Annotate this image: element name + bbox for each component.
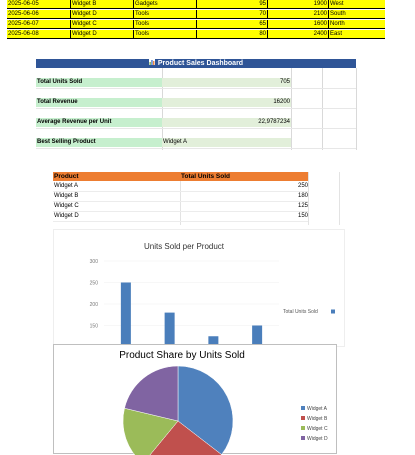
product-cell[interactable]: Widget C xyxy=(70,20,133,28)
pie-chart-container[interactable]: Product Share by Units Sold Widget A Widg… xyxy=(53,344,337,455)
pie-legend-label: Widget D xyxy=(307,436,328,442)
pie-legend-swatch xyxy=(301,426,305,430)
bar-legend-label: Total Units Sold xyxy=(283,309,318,315)
product-name[interactable]: Widget B xyxy=(54,193,79,199)
units-cell[interactable]: 80 xyxy=(196,30,267,38)
pie-slice-widget-d[interactable] xyxy=(124,365,179,422)
bar-widget-d[interactable] xyxy=(252,325,263,348)
y-tick-label: 300 xyxy=(90,259,99,265)
product-units[interactable]: 180 xyxy=(297,193,308,199)
product-units[interactable]: 250 xyxy=(297,183,308,189)
pie-legend-label: Widget B xyxy=(307,416,328,422)
region-cell[interactable]: South xyxy=(328,10,385,18)
category-cell[interactable]: Tools xyxy=(133,30,196,38)
pie-legend-swatch xyxy=(301,436,305,440)
region-cell[interactable]: East xyxy=(328,30,385,38)
product-name[interactable]: Widget A xyxy=(54,183,79,189)
table-row: Widget D 150 xyxy=(53,211,308,222)
date-cell[interactable]: 2025-06-08 xyxy=(8,31,39,37)
table-row: Widget B 180 xyxy=(53,191,308,202)
bar-widget-a[interactable] xyxy=(120,282,131,348)
table-row: 2025-06-06 Widget D Tools 70 2100 South xyxy=(7,10,385,19)
pie-slice-widget-a[interactable] xyxy=(177,365,234,455)
header-product[interactable]: Product xyxy=(54,173,79,180)
kpi-label-best-product[interactable]: Best Selling Product xyxy=(36,138,162,147)
category-cell[interactable]: Tools xyxy=(133,20,196,28)
units-cell[interactable]: 65 xyxy=(196,20,267,28)
date-cell[interactable]: 2025-06-07 xyxy=(8,21,39,27)
kpi-value-total-units[interactable]: 705 xyxy=(162,78,291,87)
product-units[interactable]: 150 xyxy=(297,213,308,219)
product-table-header: Product Total Units Sold xyxy=(53,172,308,181)
pie-chart: Product Share by Units Sold Widget A Widg… xyxy=(119,350,328,455)
revenue-cell[interactable]: 2100 xyxy=(267,10,328,18)
table-row: Widget C 125 xyxy=(53,201,308,212)
y-tick-label: 150 xyxy=(90,324,99,330)
y-tick-label: 250 xyxy=(90,281,99,287)
bar-chart-title: Units Sold per Product xyxy=(144,242,225,251)
kpi-value-total-revenue[interactable]: 16200 xyxy=(162,98,291,107)
header-units[interactable]: Total Units Sold xyxy=(181,173,230,180)
kpi-value-best-product[interactable]: Widget A xyxy=(162,138,291,147)
revenue-cell[interactable]: 1900 xyxy=(267,0,328,8)
category-cell[interactable]: Gadgets xyxy=(133,0,196,8)
bar-widget-c[interactable] xyxy=(208,336,219,347)
product-cell[interactable]: Widget B xyxy=(70,0,133,8)
kpi-label-total-units[interactable]: Total Units Sold xyxy=(36,78,162,87)
pie-legend-label: Widget C xyxy=(307,426,328,432)
bar-chart: Units Sold per Product 300250200150100 T… xyxy=(90,242,335,348)
pie-slice-widget-c[interactable] xyxy=(122,407,179,455)
revenue-cell[interactable]: 1600 xyxy=(267,20,328,28)
chart-icon xyxy=(148,59,155,66)
pie-legend-swatch xyxy=(301,406,305,410)
date-cell[interactable]: 2025-06-05 xyxy=(8,1,39,7)
table-row: 2025-06-08 Widget D Tools 80 2400 East xyxy=(7,30,385,39)
y-tick-label: 200 xyxy=(90,302,99,308)
region-cell[interactable]: West xyxy=(328,0,385,8)
pie-legend-swatch xyxy=(301,416,305,420)
pie-chart-title: Product Share by Units Sold xyxy=(119,350,245,361)
region-cell[interactable]: North xyxy=(328,20,385,28)
category-cell[interactable]: Tools xyxy=(133,10,196,18)
product-cell[interactable]: Widget D xyxy=(70,10,133,18)
kpi-label-total-revenue[interactable]: Total Revenue xyxy=(36,98,162,107)
product-name[interactable]: Widget C xyxy=(54,203,79,209)
table-row: Widget A 250 xyxy=(53,181,308,192)
kpi-label-avg-revenue[interactable]: Average Revenue per Unit xyxy=(36,118,162,127)
units-cell[interactable]: 95 xyxy=(196,0,267,8)
table-row: 2025-06-07 Widget C Tools 65 1600 North xyxy=(7,20,385,29)
pie-legend-label: Widget A xyxy=(307,406,328,412)
date-cell[interactable]: 2025-06-06 xyxy=(8,11,39,17)
product-cell[interactable]: Widget D xyxy=(70,30,133,38)
bar-widget-b[interactable] xyxy=(164,312,175,347)
units-cell[interactable]: 70 xyxy=(196,10,267,18)
product-units[interactable]: 125 xyxy=(297,203,308,209)
kpi-value-avg-revenue[interactable]: 22,9787234 xyxy=(162,118,291,127)
table-row: 2025-06-05 Widget B Gadgets 95 1900 West xyxy=(7,0,385,9)
dashboard-title: Product Sales Dashboard xyxy=(157,60,244,67)
dashboard-title-bar[interactable]: Product Sales Dashboard xyxy=(36,59,356,68)
revenue-cell[interactable]: 2400 xyxy=(267,30,328,38)
bar-chart-container[interactable]: Units Sold per Product 300250200150100 T… xyxy=(53,229,345,348)
product-name[interactable]: Widget D xyxy=(54,213,79,219)
bar-legend-swatch xyxy=(331,309,335,314)
